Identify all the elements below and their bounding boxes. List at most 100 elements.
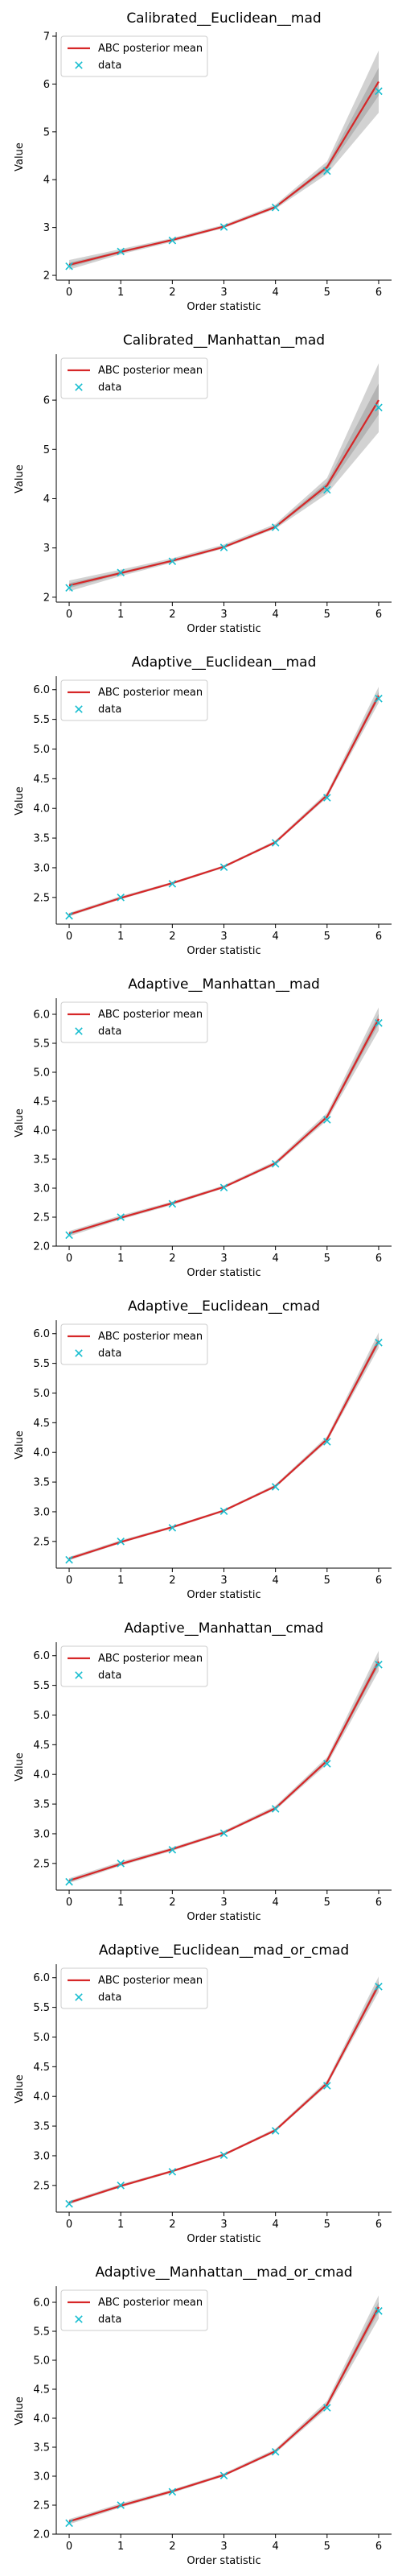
data-point (117, 1860, 125, 1868)
legend-x-marker (75, 1349, 83, 1357)
data-point (117, 1213, 125, 1221)
x-tick-label: 2 (169, 609, 175, 621)
x-tick-label: 3 (220, 1575, 227, 1587)
x-tick-label: 6 (375, 931, 382, 943)
chart-svg: Adaptive__Manhattan__mad 0 1 2 3 4 5 6 2.0 2.5 3.0… (14, 976, 392, 1279)
legend-label-data: data (98, 704, 121, 716)
y-tick-label: 5.5 (33, 2002, 50, 2014)
y-tick-label: 6 (43, 395, 50, 407)
chart-svg: Calibrated__Euclidean__mad 0 1 2 3 4 5 6 2 3 4 5 6 7 O… (14, 10, 392, 313)
y-tick-label: 5.0 (33, 1710, 50, 1722)
data-point (375, 1983, 383, 1991)
y-tick-label: 2.5 (33, 1212, 50, 1224)
y-tick-label: 2.5 (33, 2180, 50, 2192)
y-tick-label: 3.0 (33, 2150, 50, 2162)
data-point (271, 1483, 280, 1491)
x-tick-label: 1 (117, 1253, 124, 1265)
y-axis-label: Value (14, 2074, 26, 2103)
y-tick-label: 3 (43, 543, 50, 555)
legend-label-mean: ABC posterior mean (98, 43, 203, 55)
data-point (375, 87, 383, 96)
y-tick-label: 5.5 (33, 2326, 50, 2339)
posterior-sample-band (69, 687, 379, 917)
legend-label-mean: ABC posterior mean (98, 1009, 203, 1021)
x-axis-label: Order statistic (187, 623, 260, 635)
chart-panel: Adaptive__Euclidean__mad_or_cmad 0 1 2 3 4 5 6 2… (0, 1932, 402, 2254)
y-tick-label: 4.5 (33, 1740, 50, 1752)
x-tick-label: 4 (273, 931, 279, 943)
x-tick-label: 2 (169, 2541, 175, 2553)
legend-frame (60, 2289, 208, 2331)
x-tick-label: 6 (375, 2541, 382, 2553)
chart-svg: Adaptive__Euclidean__mad 0 1 2 3 4 5 6 2.5 3.0 3.5… (14, 654, 392, 957)
chart-panel: Adaptive__Euclidean__mad 0 1 2 3 4 5 6 2.5 3.0 3.5… (0, 644, 402, 966)
chart-panel: Adaptive__Manhattan__mad_or_cmad 0 1 2 3 4 5 6 2… (0, 2254, 402, 2576)
x-axis-label: Order statistic (187, 945, 260, 957)
legend-label-data: data (98, 1348, 121, 1360)
x-tick-label: 3 (220, 609, 227, 621)
y-tick-label: 5.0 (33, 2355, 50, 2368)
x-tick-label: 5 (324, 609, 330, 621)
x-tick-label: 6 (375, 287, 382, 299)
y-tick-label: 2.0 (33, 2529, 50, 2541)
y-tick-label: 6.0 (33, 2297, 50, 2310)
legend-label-mean: ABC posterior mean (98, 687, 203, 699)
y-tick-label: 3.5 (33, 833, 50, 845)
x-axis-label: Order statistic (187, 2555, 260, 2567)
x-tick-label: 3 (220, 1253, 227, 1265)
data-point (271, 1805, 280, 1813)
series-line-abc-posterior-mean (68, 695, 379, 916)
y-tick-label: 5.5 (33, 714, 50, 726)
y-tick-label: 4.5 (33, 2384, 50, 2396)
x-tick-label: 3 (220, 1897, 227, 1909)
y-axis-label: Value (14, 1108, 26, 1137)
y-tick-label: 4.5 (33, 2062, 50, 2074)
y-tick-label: 6.0 (33, 1650, 50, 1662)
x-tick-label: 5 (324, 931, 330, 943)
x-tick-label: 5 (324, 1897, 330, 1909)
y-tick-label: 6.0 (33, 684, 50, 696)
posterior-sample-band (69, 1650, 379, 1884)
x-tick-label: 0 (66, 931, 72, 943)
series-line-abc-posterior-mean (68, 80, 379, 266)
y-tick-label: 4.0 (33, 2413, 50, 2425)
series-line-abc-posterior-mean (68, 1018, 379, 1235)
legend-x-marker (75, 705, 83, 713)
data-point (65, 584, 73, 592)
data-point (117, 568, 125, 577)
x-tick-label: 2 (169, 2219, 175, 2231)
y-tick-label: 2 (43, 592, 50, 604)
legend-label-mean: ABC posterior mean (98, 1653, 203, 1665)
legend-label-data: data (98, 1992, 121, 2004)
chart-title: Calibrated__Euclidean__mad (126, 10, 321, 27)
data-point (219, 863, 228, 871)
posterior-sample-band-core (69, 1980, 379, 2204)
x-tick-label: 3 (220, 931, 227, 943)
data-point (117, 894, 125, 902)
y-tick-label: 3.5 (33, 2442, 50, 2454)
data-point (168, 880, 177, 888)
data-point (65, 911, 73, 920)
y-tick-label: 2.5 (33, 892, 50, 904)
series-line-abc-posterior-mean (68, 2306, 379, 2523)
legend: ABC posterior mean data (60, 1967, 208, 2009)
data-point (219, 1183, 228, 1192)
data-point (271, 203, 280, 212)
chart-title: Adaptive__Manhattan__mad_or_cmad (95, 2264, 352, 2281)
y-tick-label: 5.5 (33, 1038, 50, 1051)
y-tick-label: 4.5 (33, 774, 50, 786)
data-point (117, 1538, 125, 1546)
data-point (168, 2168, 177, 2176)
data-point (219, 1507, 228, 1515)
chart-title: Calibrated__Manhattan__mad (123, 332, 325, 349)
chart-svg: Adaptive__Euclidean__mad_or_cmad 0 1 2 3 4 5 6 2… (14, 1942, 392, 2245)
x-tick-label: 6 (375, 2219, 382, 2231)
y-tick-label: 5.0 (33, 1067, 50, 1080)
legend-x-marker (75, 1993, 83, 2001)
data-point (65, 2199, 73, 2208)
x-tick-label: 0 (66, 2219, 72, 2231)
data-point (65, 1555, 73, 1564)
posterior-sample-band (69, 1976, 379, 2205)
y-tick-label: 3.0 (33, 1183, 50, 1195)
x-tick-label: 5 (324, 287, 330, 299)
